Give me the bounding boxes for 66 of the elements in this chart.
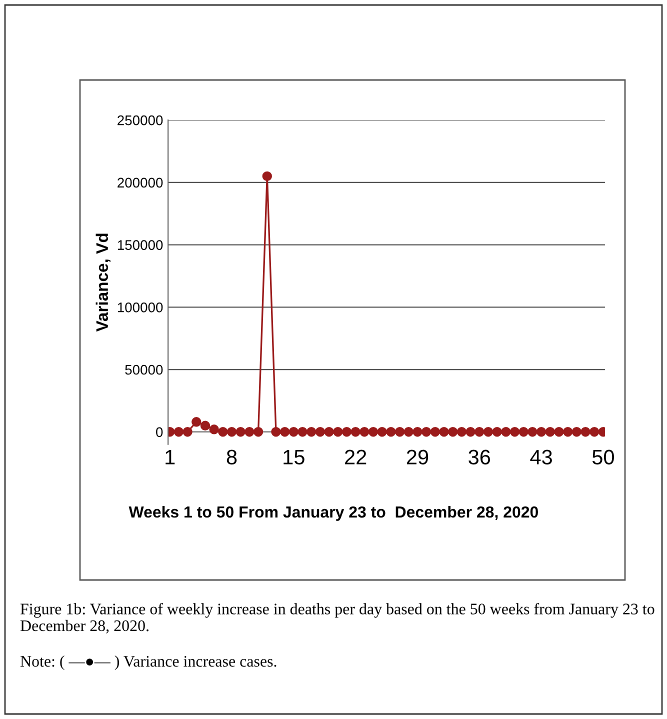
point: [572, 427, 582, 437]
point: [554, 427, 564, 437]
y-axis-title: Variance, Vd: [96, 234, 110, 332]
point: [430, 427, 440, 437]
y-tick-label: 250000: [118, 115, 163, 126]
point: [253, 427, 264, 437]
point: [298, 427, 308, 437]
point: [466, 427, 476, 437]
point: [456, 427, 467, 437]
point: [342, 427, 352, 437]
x-tick-label: 36: [468, 450, 490, 465]
point: [483, 427, 494, 437]
point: [306, 427, 316, 437]
point: [350, 427, 360, 437]
point: [439, 427, 449, 437]
x-tick-label: 29: [406, 450, 428, 465]
point: [474, 427, 484, 437]
point: [174, 427, 184, 437]
x-tick-label: 8: [226, 450, 237, 465]
point: [288, 427, 299, 437]
point: [510, 427, 520, 437]
point: [192, 417, 202, 427]
point: [315, 427, 326, 437]
point: [448, 427, 458, 437]
point: [200, 420, 210, 430]
point: [271, 427, 281, 437]
point: [528, 427, 538, 437]
point: [209, 424, 219, 434]
caption: Figure 1b: Variance of weekly increase in deaths per day based on the 50 weeks from January 23 to December 28, 2020.: [20, 603, 654, 634]
point: [404, 427, 414, 437]
y-tick-label: 0: [156, 427, 163, 438]
x-tick-label: 1: [166, 450, 175, 464]
point: [562, 427, 573, 437]
point: [492, 427, 502, 437]
point: [518, 427, 528, 437]
text: Note: ( —●— ) Variance increase cases.: [20, 655, 276, 670]
x-tick-label: 15: [284, 450, 304, 465]
point: [589, 427, 600, 437]
point: [333, 427, 343, 437]
point: [262, 171, 272, 182]
point: [377, 427, 387, 437]
point: [501, 427, 511, 437]
y-tick-label: 50000: [125, 364, 163, 375]
x-axis-title: Weeks 1 to 50 From January 23 to December 28, 2020: [128, 506, 538, 521]
point: [580, 427, 590, 437]
point: [226, 427, 237, 437]
y-tick-label: 100000: [118, 302, 163, 312]
point: [394, 427, 405, 437]
point: [244, 427, 254, 437]
x-tick-label: 22: [345, 450, 366, 464]
point: [368, 427, 378, 437]
point: [536, 427, 546, 437]
point: [182, 427, 192, 437]
x-tick-label: 50: [592, 450, 614, 465]
point: [280, 427, 290, 437]
point: [236, 427, 246, 437]
point: [218, 427, 228, 437]
point: [545, 427, 555, 437]
point: [412, 427, 422, 437]
y-tick-label: 150000: [118, 240, 163, 250]
x-tick-label: 43: [530, 450, 552, 465]
point: [360, 427, 370, 437]
point: [324, 427, 334, 437]
point: [386, 427, 396, 437]
y-tick-label: 200000: [118, 178, 163, 188]
point: [421, 427, 432, 437]
